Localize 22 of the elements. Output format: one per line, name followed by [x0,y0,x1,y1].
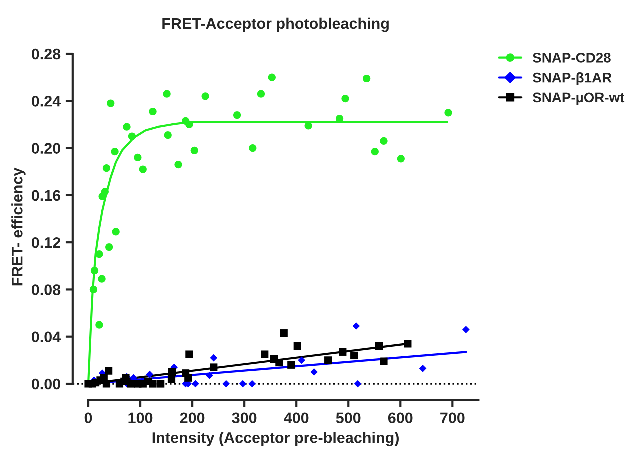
x-tick-label: 700 [440,412,465,424]
x-tick-label: 500 [336,412,361,424]
y-tick-label: 0.20 [32,143,60,154]
x-tick-label: 200 [180,412,205,424]
legend-label: SNAP-CD28 [533,53,611,63]
y-tick-label: 0.04 [32,332,62,343]
x-tick-label: 400 [284,412,309,424]
x-tick-label: 100 [128,412,153,424]
y-tick-label: 0.00 [32,378,60,390]
x-tick-label: 0 [84,412,92,424]
y-tick-label: 0.24 [32,96,62,107]
y-axis-title: FRET- efficiency [12,168,26,286]
y-tick-label: 0.16 [32,190,61,202]
y-tick-label: 0.28 [32,48,61,60]
x-axis-title: Intensity (Acceptor pre-bleaching) [152,432,399,446]
chart-title: FRET-Acceptor photobleaching [162,18,389,32]
legend-label: SNAP-µOR-wt [533,92,625,106]
y-tick-label: 0.08 [32,284,61,296]
y-tick-label: 0.12 [32,237,60,248]
legend-label: SNAP-β1AR [533,72,612,86]
x-tick-label: 600 [388,412,413,424]
x-tick-label: 300 [232,412,257,424]
